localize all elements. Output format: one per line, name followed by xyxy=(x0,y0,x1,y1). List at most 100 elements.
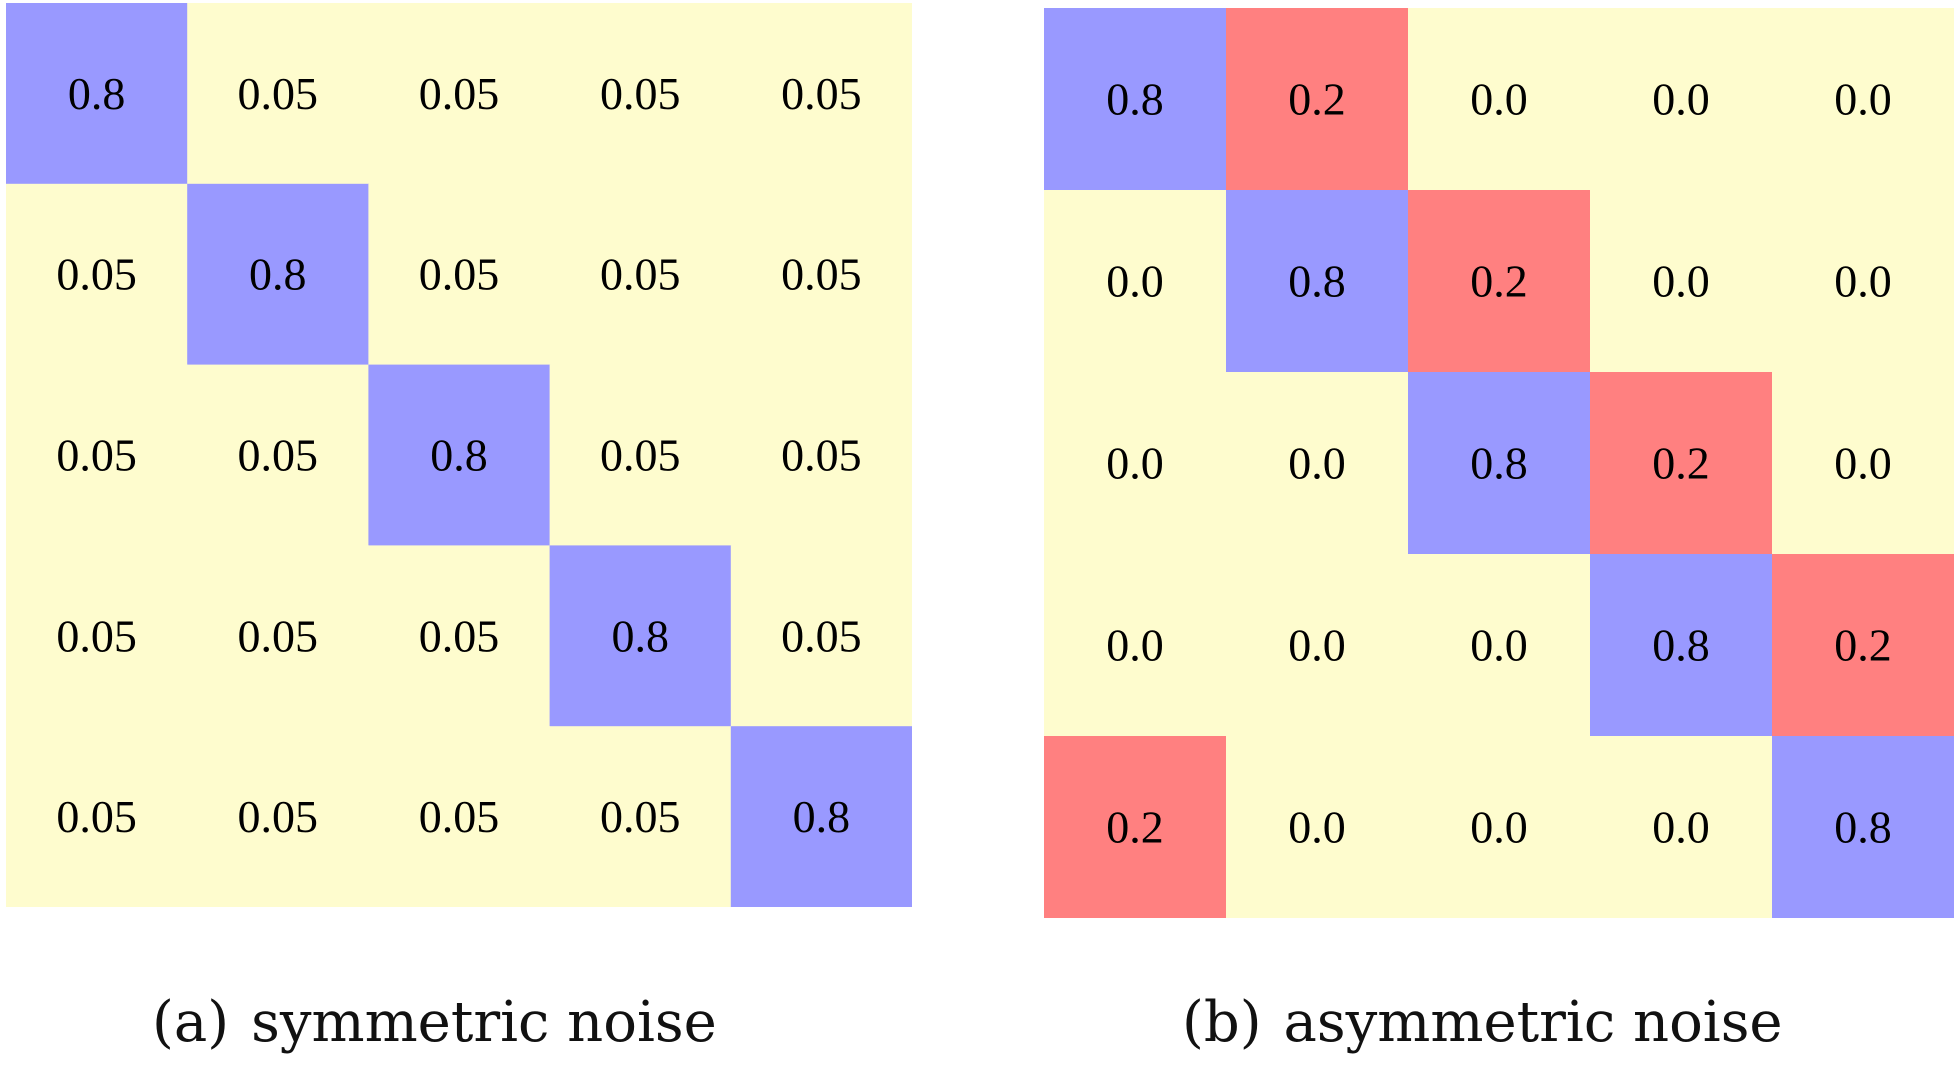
matrix-cell-background xyxy=(187,726,369,907)
matrix-cell-diagonal xyxy=(187,183,369,366)
matrix-cell-background xyxy=(187,3,369,185)
matrix-cell-value: 0.05 xyxy=(419,610,500,661)
caption-text: symmetric noise xyxy=(251,990,717,1055)
matrix-cell-value: 0.8 xyxy=(249,249,307,300)
matrix-cell-background xyxy=(1226,372,1409,555)
matrix-cell-value: 0.8 xyxy=(1470,438,1528,489)
matrix-cell-background xyxy=(6,183,188,366)
matrix-cell-value: 0.8 xyxy=(1834,802,1892,853)
matrix-cell-value: 0.0 xyxy=(1652,256,1710,307)
matrix-cell-value: 0.0 xyxy=(1288,620,1346,671)
matrix-cell-value: 0.8 xyxy=(793,791,851,842)
matrix-cell-background xyxy=(1408,736,1591,918)
matrix-cell-diagonal xyxy=(6,3,188,185)
matrix-cell-value: 0.0 xyxy=(1288,802,1346,853)
matrix-cell-value: 0.2 xyxy=(1652,438,1710,489)
matrix-cell-background xyxy=(6,726,188,907)
matrix-cell-value: 0.8 xyxy=(430,430,488,481)
matrix-cell-value: 0.05 xyxy=(781,610,862,661)
matrix-cell-background xyxy=(1044,554,1227,737)
matrix-cell-value: 0.05 xyxy=(238,610,319,661)
symmetric-noise-heatmap: 0.8 0.05 0.05 0.05 0.05 0.05 0.8 0.05 0.05 0.05 0.… xyxy=(6,3,912,907)
matrix-cell-value: 0.8 xyxy=(1652,620,1710,671)
matrix-cell-background xyxy=(187,545,369,727)
matrix-cell-value: 0.05 xyxy=(238,430,319,481)
matrix-cell-background xyxy=(187,364,369,546)
matrix-cell-value: 0.0 xyxy=(1834,256,1892,307)
matrix-cell-value: 0.0 xyxy=(1288,438,1346,489)
caption-text: asymmetric noise xyxy=(1283,990,1783,1055)
caption-asymmetric-noise: (b) asymmetric noise xyxy=(1182,995,1783,1051)
matrix-cell-value: 0.05 xyxy=(238,68,319,119)
matrix-cell-diagonal xyxy=(549,545,732,727)
matrix-cell-value: 0.05 xyxy=(419,68,500,119)
matrix-cell-diagonal xyxy=(1044,8,1227,191)
matrix-cell-background xyxy=(1590,8,1773,191)
matrix-cell-value: 0.2 xyxy=(1106,802,1164,853)
matrix-cell-diagonal xyxy=(1226,190,1409,373)
matrix-cell-value: 0.0 xyxy=(1470,802,1528,853)
matrix-cell-value: 0.05 xyxy=(56,249,137,300)
caption-label: (b) xyxy=(1182,990,1262,1055)
matrix-cell-background xyxy=(730,183,912,366)
matrix-cell-background xyxy=(1044,190,1227,373)
caption-symmetric-noise: (a) symmetric noise xyxy=(152,995,717,1051)
matrix-cell-flip xyxy=(1044,736,1227,918)
matrix-cell-background xyxy=(1408,554,1591,737)
matrix-cell-background xyxy=(1226,736,1409,918)
matrix-cell-value: 0.05 xyxy=(56,791,137,842)
matrix-cell-diagonal xyxy=(368,364,551,546)
matrix-cell-value: 0.0 xyxy=(1652,74,1710,125)
caption-label: (a) xyxy=(152,990,230,1055)
matrix-cell-flip xyxy=(1408,190,1591,373)
matrix-cell-background xyxy=(549,183,732,366)
matrix-cell-value: 0.05 xyxy=(56,430,137,481)
matrix-cell-value: 0.05 xyxy=(419,249,500,300)
matrix-cell-background xyxy=(1590,190,1773,373)
matrix-cell-value: 0.0 xyxy=(1652,802,1710,853)
matrix-cell-background xyxy=(730,3,912,185)
matrix-cell-value: 0.05 xyxy=(600,249,681,300)
matrix-cell-background xyxy=(1044,372,1227,555)
matrix-cell-background xyxy=(730,364,912,546)
matrix-cell-background xyxy=(1226,554,1409,737)
matrix-cell-value: 0.0 xyxy=(1834,438,1892,489)
matrix-cell-value: 0.05 xyxy=(781,68,862,119)
matrix-cell-background xyxy=(549,364,732,546)
matrix-cell-background xyxy=(368,3,551,185)
matrix-cell-value: 0.8 xyxy=(611,610,669,661)
matrix-cell-value: 0.8 xyxy=(1288,256,1346,307)
matrix-cell-diagonal xyxy=(1772,736,1954,918)
matrix-cell-value: 0.0 xyxy=(1470,620,1528,671)
symmetric-noise-matrix: 0.8 0.05 0.05 0.05 0.05 0.05 0.8 0.05 0.05 0.05 0.… xyxy=(6,3,912,907)
matrix-cell-background xyxy=(1772,372,1954,555)
asymmetric-noise-heatmap: 0.8 0.2 0.0 0.0 0.0 0.0 0.8 0.2 0.0 0.0 0.0 0.0 0.8 0… xyxy=(1044,8,1954,918)
matrix-cell-flip xyxy=(1590,372,1773,555)
matrix-cell-value: 0.05 xyxy=(56,610,137,661)
matrix-cell-value: 0.05 xyxy=(781,249,862,300)
matrix-cell-diagonal xyxy=(1408,372,1591,555)
matrix-cell-value: 0.0 xyxy=(1106,620,1164,671)
matrix-cell-background xyxy=(549,3,732,185)
matrix-cell-value: 0.8 xyxy=(68,68,126,119)
matrix-cell-value: 0.2 xyxy=(1834,620,1892,671)
matrix-cell-value: 0.05 xyxy=(600,791,681,842)
matrix-cell-diagonal xyxy=(730,726,912,907)
matrix-cell-diagonal xyxy=(1590,554,1773,737)
matrix-cell-value: 0.05 xyxy=(600,68,681,119)
matrix-cell-background xyxy=(6,545,188,727)
asymmetric-noise-matrix: 0.8 0.2 0.0 0.0 0.0 0.0 0.8 0.2 0.0 0.0 0.0 0.0 0.8 0… xyxy=(1044,8,1954,918)
matrix-cell-background xyxy=(368,726,551,907)
matrix-cell-background xyxy=(1408,8,1591,191)
matrix-cell-value: 0.0 xyxy=(1470,74,1528,125)
matrix-cell-background xyxy=(368,545,551,727)
matrix-cell-value: 0.05 xyxy=(781,430,862,481)
matrix-cell-value: 0.8 xyxy=(1106,74,1164,125)
matrix-cell-value: 0.0 xyxy=(1106,256,1164,307)
matrix-cell-value: 0.05 xyxy=(419,791,500,842)
matrix-cell-flip xyxy=(1772,554,1954,737)
matrix-cell-background xyxy=(1772,190,1954,373)
matrix-cell-value: 0.0 xyxy=(1834,74,1892,125)
matrix-cell-value: 0.2 xyxy=(1470,256,1528,307)
matrix-cell-background xyxy=(1590,736,1773,918)
